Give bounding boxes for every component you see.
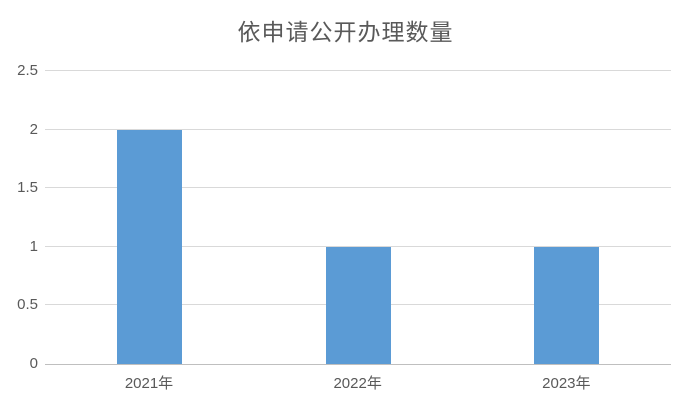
y-tick-label: 0.5 [17,296,38,314]
gridline [45,70,671,71]
chart-title: 依申请公开办理数量 [237,20,454,45]
gridline [45,245,671,247]
x-tick-label: 2023年 [542,375,591,392]
gridline [45,187,671,189]
bar-2021年 [116,129,182,364]
plot-area [45,70,671,365]
bar-2023年 [534,246,600,364]
y-tick-label: 1 [29,237,38,255]
y-tick-label: 1.5 [17,179,38,197]
x-tick-label: 2021年 [124,375,174,392]
x-tick-label: 2022年 [333,375,382,392]
y-tick-label: 0 [29,355,38,372]
x-axis-line [45,364,671,365]
gridline [45,128,671,130]
y-tick-label: 2 [29,120,38,138]
bar-2022年 [325,246,391,364]
y-tick-label: 2.5 [17,62,38,79]
